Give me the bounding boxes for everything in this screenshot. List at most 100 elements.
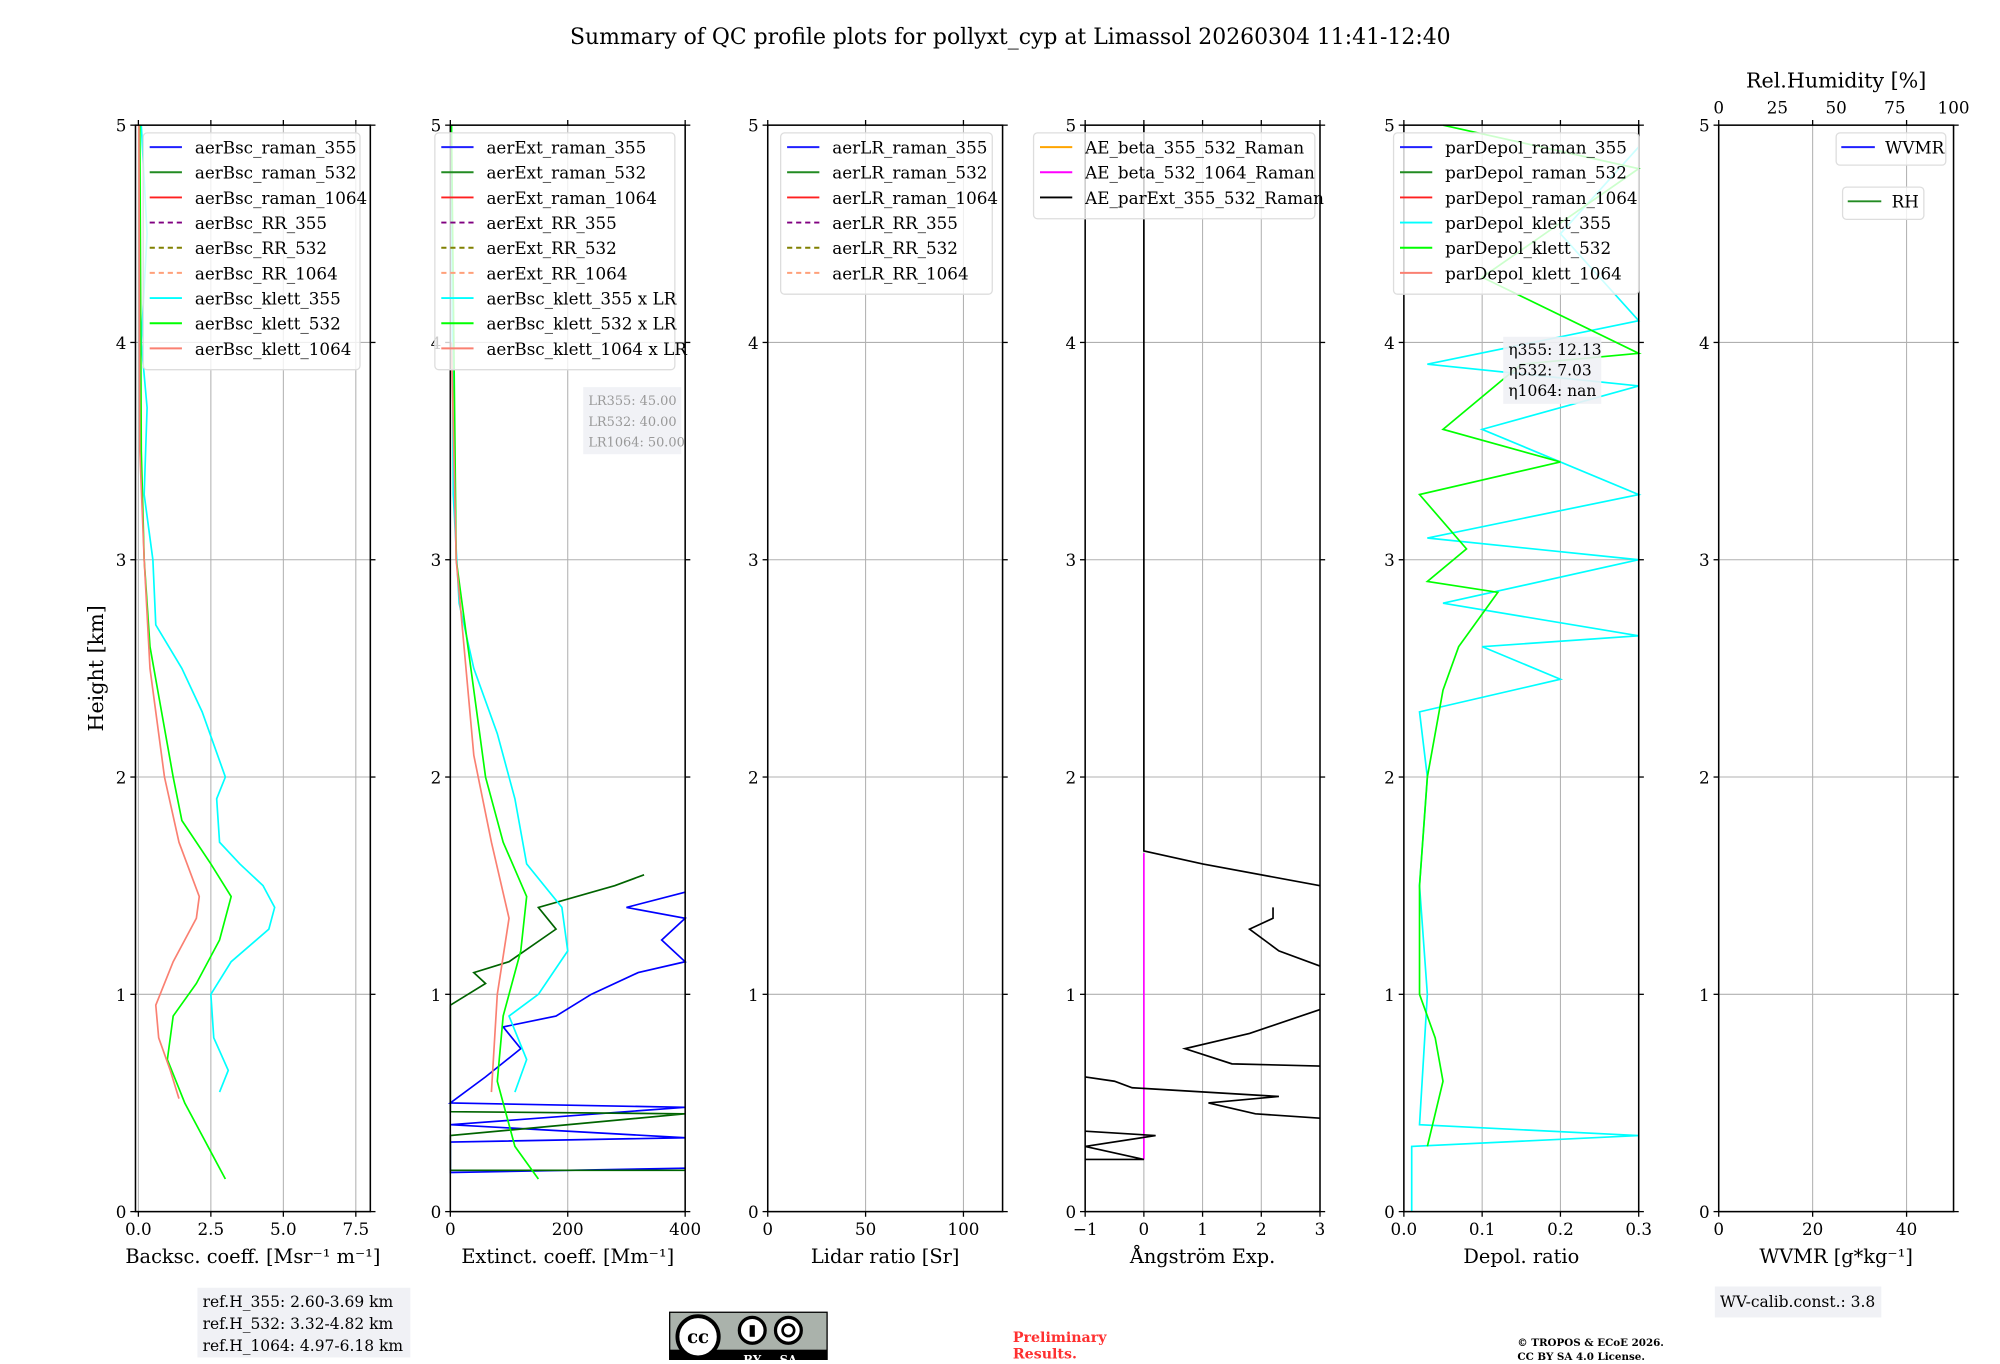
x-tick-label: 0 [445, 1219, 456, 1239]
figure-title: Summary of QC profile plots for pollyxt_… [570, 25, 1451, 50]
axes-frame [1717, 124, 1955, 1213]
legend-box [434, 132, 676, 371]
legend-label: aerBsc_RR_355 [195, 213, 327, 233]
legend-box [779, 132, 993, 295]
annotation-text: LR355: 45.00 [588, 394, 676, 409]
y-tick-label: 3 [431, 550, 442, 570]
x-axis-label: Ångström Exp. [1129, 1245, 1275, 1268]
x-tick-label: 0 [1713, 1219, 1724, 1239]
legend: AE_beta_355_532_Raman AE_beta_532_1064_Ra… [1032, 132, 1324, 220]
x-axis-label: Depol. ratio [1463, 1245, 1579, 1268]
y-tick-label: 0 [116, 1202, 127, 1222]
legend-label: aerExt_raman_355 [486, 138, 646, 158]
legend-label: AE_parExt_355_532_Raman [1084, 188, 1324, 208]
legend-label: parDepol_raman_1064 [1445, 188, 1637, 208]
y-tick-label: 1 [1384, 985, 1395, 1005]
series-line-aerExt_raman_355 [447, 891, 687, 1174]
legend-label: parDepol_raman_532 [1445, 163, 1627, 183]
legend-label: aerBsc_raman_355 [195, 138, 357, 158]
annotation-text: LR532: 40.00 [588, 415, 676, 430]
legend-box [1032, 132, 1316, 220]
cc-by-sa-badge[interactable]: cc BY SA [669, 1311, 828, 1364]
annotation-text: η532: 7.03 [1508, 361, 1591, 379]
x2-axis-label: Rel.Humidity [%] [1746, 69, 1926, 93]
legend-label: aerLR_raman_1064 [832, 188, 998, 208]
ref-height-1064: ref.H_1064: 4.97-6.18 km [203, 1337, 404, 1355]
x-tick-label: 5.0 [270, 1219, 297, 1239]
legend-label: aerLR_raman_532 [832, 163, 987, 183]
y-tick-label: 2 [431, 767, 442, 787]
y-tick-label: 1 [1065, 985, 1076, 1005]
share-alike-icon [773, 1315, 803, 1345]
panel-3: 0 50 100 0 1 2 3 4 5 Lidar ratio [Sr] aerLR_raman_… [748, 116, 1008, 1268]
x2-tick-label: 75 [1884, 98, 1905, 118]
series-line-aerBsc_klett_355 x LR [450, 125, 569, 1093]
legend-label: parDepol_klett_532 [1445, 238, 1611, 258]
ref-height-532: ref.H_532: 3.32-4.82 km [203, 1315, 394, 1333]
legend-label: parDepol_raman_355 [1445, 138, 1627, 158]
legend-label: aerLR_RR_532 [832, 238, 958, 258]
x-tick-label: 40 [1896, 1219, 1917, 1239]
y-tick-label: 0 [431, 1202, 442, 1222]
x-tick-label: 0.2 [1547, 1219, 1574, 1239]
y-tick-label: 0 [1065, 1202, 1076, 1222]
y-tick-label: 3 [1065, 550, 1076, 570]
legend-label: aerLR_raman_355 [832, 138, 987, 158]
legend-label: parDepol_klett_355 [1445, 213, 1611, 233]
annotation-text: LR1064: 50.00 [588, 435, 684, 450]
ref-heights-box: ref.H_355: 2.60-3.69 km ref.H_532: 3.32-… [197, 1287, 411, 1358]
y-tick-label: 5 [1384, 116, 1395, 136]
legend: parDepol_raman_355 parDepol_raman_532 parD… [1392, 132, 1640, 295]
x-tick-label: 0.0 [125, 1219, 152, 1239]
x-tick-label: 0.3 [1625, 1219, 1652, 1239]
annotation-box [583, 387, 682, 455]
y-tick-label: 2 [116, 767, 127, 787]
legend-box [1392, 132, 1640, 295]
legend-label: RH [1892, 192, 1919, 212]
x-tick-label: 0.1 [1469, 1219, 1496, 1239]
y-tick-label: 4 [116, 333, 127, 353]
x-tick-label: 50 [855, 1219, 876, 1239]
x-tick-label: 3 [1315, 1219, 1326, 1239]
panel-1: 0.0 2.5 5.0 7.5 0 1 2 3 4 5 Backsc. coeff. [Msr⁻¹ … [84, 116, 380, 1269]
x-axis-label: WVMR [g*kg⁻¹] [1759, 1245, 1913, 1268]
legend-label: aerBsc_klett_355 x LR [486, 289, 677, 309]
legend-box [142, 132, 361, 371]
series-line-aerBsc_klett_1064 x LR [450, 342, 510, 1093]
series-line-aerBsc_klett_1064 [138, 125, 201, 1099]
x-tick-label: −1 [1073, 1219, 1098, 1239]
series-line-AE_parExt_355_532_Raman [1143, 125, 1321, 887]
y-tick-label: 5 [1065, 116, 1076, 136]
copyright-line-1: © TROPOS & ECoE 2026. [1517, 1337, 1664, 1349]
annotation-text: η355: 12.13 [1508, 341, 1601, 359]
series-line-parDepol_klett_355 [1410, 146, 1642, 1212]
by-label: BY [743, 1353, 762, 1360]
x-tick-label: 2 [1256, 1219, 1267, 1239]
y-tick-label: 5 [748, 116, 759, 136]
legend-label: aerLR_RR_355 [832, 213, 958, 233]
y-tick-label: 3 [748, 550, 759, 570]
cc-icon [675, 1314, 721, 1360]
x-axis-label: Lidar ratio [Sr] [811, 1245, 959, 1268]
series-line-AE_parExt_355_532_Raman [1084, 1130, 1156, 1161]
copyright-line-2: CC BY SA 4.0 License. [1517, 1351, 1645, 1360]
panel-2: 0200400012345Extinct. coeff. [Mm⁻¹]aerEx… [431, 116, 702, 1269]
legend-box [1835, 132, 1947, 166]
y-tick-label: 1 [748, 985, 759, 1005]
y-tick-label: 1 [431, 985, 442, 1005]
y-tick-label: 2 [1065, 767, 1076, 787]
legend: aerExt_raman_355 aerExt_raman_532 aerExt_r… [434, 132, 688, 371]
axes-frame [134, 124, 372, 1213]
panel-5: 0.0 0.1 0.2 0.3 0 1 2 3 4 5 Depol. ratio parDepol_r… [1384, 116, 1652, 1269]
legend: WVMR RH [1835, 132, 1947, 220]
y-axis-label: Height [km] [84, 605, 108, 731]
series-line-aerBsc_klett_355 [140, 125, 276, 1093]
annotation-box [1503, 336, 1602, 404]
x-tick-label: 20 [1802, 1219, 1823, 1239]
y-tick-label: 1 [116, 985, 127, 1005]
y-tick-label: 4 [1384, 333, 1395, 353]
axes-frame [766, 124, 1004, 1213]
legend-label: AE_beta_355_532_Raman [1084, 138, 1304, 158]
